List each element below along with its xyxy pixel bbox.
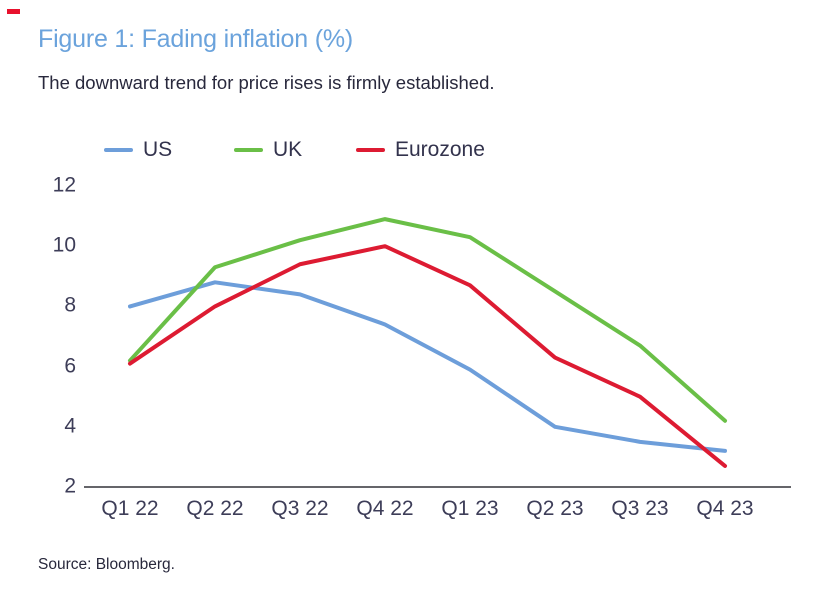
red-corner-mark	[7, 9, 20, 14]
legend-item-us: US	[104, 138, 172, 162]
legend-item-eurozone: Eurozone	[356, 138, 485, 162]
x-tick-q4-22: Q4 22	[356, 497, 414, 520]
uk-line-swatch	[234, 148, 263, 152]
y-tick-2: 2	[64, 474, 76, 498]
x-tick-q2-23: Q2 23	[526, 497, 584, 520]
figure-title: Figure 1: Fading inflation (%)	[38, 25, 353, 53]
y-tick-6: 6	[64, 354, 76, 378]
x-tick-q3-23: Q3 23	[611, 497, 669, 520]
y-tick-8: 8	[64, 293, 76, 317]
eurozone-line	[128, 244, 727, 468]
source-note: Source: Bloomberg.	[38, 556, 175, 573]
legend-item-uk: UK	[234, 138, 302, 162]
eurozone-line-swatch	[356, 148, 385, 152]
legend-label-us: US	[143, 138, 173, 161]
x-tick-q1-23: Q1 23	[441, 497, 499, 520]
x-tick-q4-23: Q4 23	[696, 497, 754, 520]
legend-label-uk: UK	[273, 138, 303, 161]
figure-subtitle: The downward trend for price rises is fi…	[38, 72, 495, 93]
us-line-swatch	[104, 148, 133, 152]
x-tick-q2-22: Q2 22	[186, 497, 244, 520]
uk-line	[128, 217, 727, 423]
y-tick-10: 10	[52, 233, 76, 257]
legend-label-eurozone: Eurozone	[395, 138, 485, 161]
x-tick-q1-22: Q1 22	[101, 497, 159, 520]
y-tick-4: 4	[64, 414, 76, 438]
x-tick-q3-22: Q3 22	[271, 497, 329, 520]
y-tick-12: 12	[52, 173, 76, 197]
us-line	[128, 280, 727, 453]
